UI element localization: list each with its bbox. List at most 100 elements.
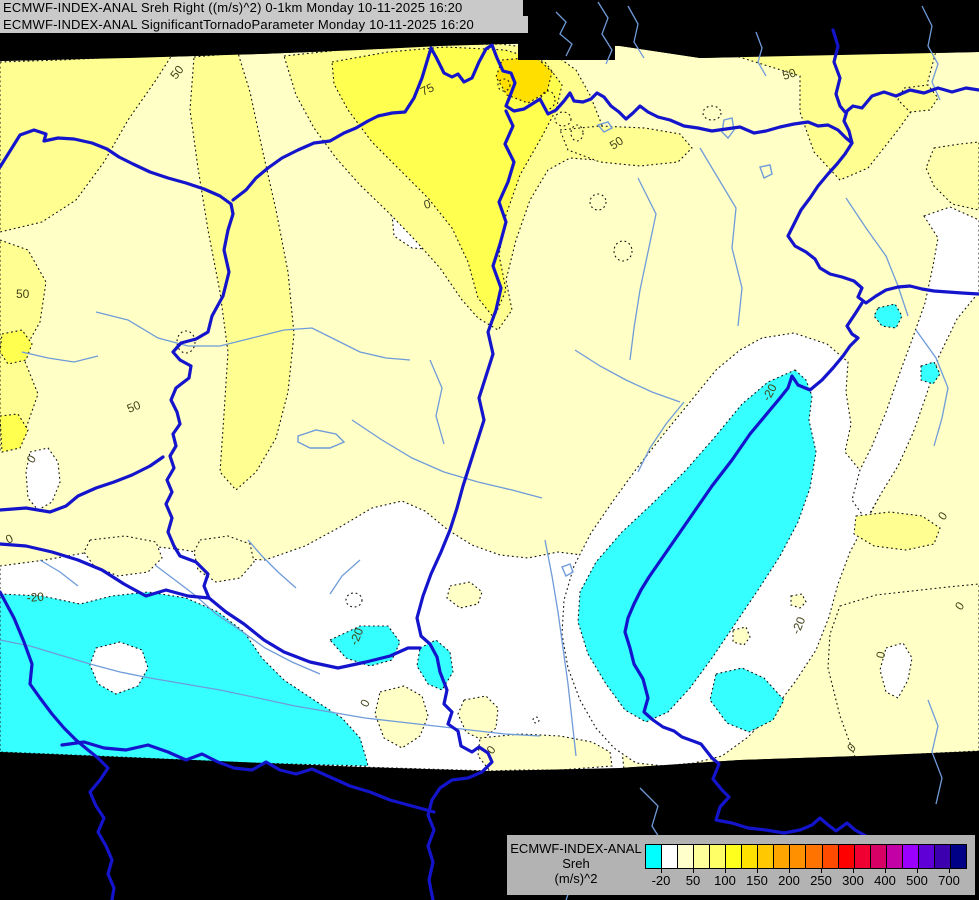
contour-region-pale-island-4: [374, 685, 429, 749]
contour-region-pale-dot-1: [732, 626, 751, 646]
contour-region-pale-island-2: [193, 535, 255, 583]
river-thin: [627, 5, 645, 59]
border-river-thick: [623, 301, 868, 838]
contour-region-white-hole-southeast: [879, 642, 913, 699]
legend-color-bar: [645, 844, 967, 869]
legend-color-cell: [854, 845, 870, 868]
border-river-thick: [60, 740, 436, 814]
river-thin: [639, 787, 663, 843]
legend-parameter: Sreh: [562, 856, 590, 871]
border-river-thick: [0, 128, 235, 600]
legend-color-cell: [726, 845, 742, 868]
contour-region-yellow50-blob-midright: [853, 511, 941, 551]
contour-region-pale-island-5: [457, 695, 499, 741]
contour-value-label: 75: [418, 80, 436, 99]
contour-region-cyan-sliver: [416, 639, 454, 691]
legend-tick: [661, 868, 662, 873]
contour-region-yellow75-west-spot-1: [0, 329, 33, 365]
legend-titles: ECMWF-INDEX-ANAL Sreh (m/s)^2: [507, 841, 645, 886]
lake-outline: [759, 164, 773, 179]
contour-value-label: -20: [26, 590, 45, 605]
river-thin: [755, 31, 767, 77]
river-thin: [915, 329, 949, 447]
border-river-thick: [207, 596, 422, 670]
contour-ring: [613, 240, 633, 262]
river-thin: [329, 559, 361, 595]
legend-tick-label: 500: [906, 873, 928, 888]
legend-color-cell: [902, 845, 918, 868]
legend-color-cell: [950, 845, 966, 868]
river-thin: [351, 419, 543, 499]
river-thin: [544, 539, 577, 757]
contour-ring: [345, 592, 363, 608]
legend-color-cell: [790, 845, 806, 868]
contour-region-cyan-southwest-lobe: [329, 625, 401, 667]
map-title-line1: ECMWF-INDEX-ANAL Sreh Right ((m/s)^2) 0-…: [0, 0, 523, 16]
legend-units: (m/s)^2: [554, 871, 598, 886]
river-thin: [247, 539, 297, 589]
contour-region-yellow50-northeast-blob: [559, 125, 693, 167]
legend-color-cell: [662, 845, 678, 868]
border-river-thick: [0, 590, 116, 900]
contour-region-white-hole-southwest: [89, 641, 149, 695]
legend-tick: [885, 868, 886, 873]
legend-box: ECMWF-INDEX-ANAL Sreh (m/s)^2 -20 50 100 15…: [507, 835, 975, 895]
legend-color-cell: [758, 845, 774, 868]
river-thin: [574, 349, 681, 403]
contour-region-cyan-spot-1: [873, 303, 903, 329]
legend-tick: [821, 868, 822, 873]
contour-value-label: 50: [781, 65, 798, 83]
legend-tick: [789, 868, 790, 873]
contour-ring: [497, 78, 511, 92]
lake-outline: [596, 121, 614, 133]
legend-tick-label: 250: [810, 873, 832, 888]
legend-tick-label: 700: [938, 873, 960, 888]
legend-color-cell: [710, 845, 726, 868]
river-thin: [921, 5, 941, 101]
border-river-thick: [786, 141, 979, 305]
river-thin: [637, 401, 685, 473]
contour-region-yellow50-central-band: [189, 52, 295, 491]
map-title-line2: ECMWF-INDEX-ANAL SignificantTornadoParam…: [0, 16, 528, 33]
contour-ring: [540, 90, 556, 110]
river-thin: [927, 699, 943, 805]
legend-color-cell: [694, 845, 710, 868]
legend-ticks: [645, 868, 965, 874]
legend-title: ECMWF-INDEX-ANAL: [510, 841, 642, 856]
legend-tick-label: 100: [714, 873, 736, 888]
border-river-thick: [831, 28, 847, 114]
legend-color-cell: [742, 845, 758, 868]
border-river-thick: [0, 455, 165, 514]
river-thin: [555, 11, 573, 57]
contour-value-label: -20: [347, 625, 367, 647]
river-thin: [154, 564, 321, 675]
border-river-thick: [231, 43, 979, 202]
legend-tick: [949, 868, 950, 873]
contour-value-label: 0: [873, 650, 888, 660]
legend-color-cell: [886, 845, 902, 868]
legend-color-cell: [806, 845, 822, 868]
contour-region-yellow50-topright-corner: [735, 50, 937, 181]
legend-color-cell: [870, 845, 886, 868]
legend-tick-label: 50: [685, 873, 701, 888]
border-river-thick: [0, 542, 211, 600]
river-thin: [429, 359, 445, 445]
legend-tick-label: -20: [651, 873, 671, 888]
legend-tick: [693, 868, 694, 873]
legend-tick: [917, 868, 918, 873]
contour-region-pale-dot-2: [790, 593, 807, 609]
contour-region-pale-island-1: [83, 535, 163, 577]
contour-value-label: 50: [16, 287, 30, 301]
contour-ring: [554, 111, 572, 127]
contour-ring: [176, 330, 196, 354]
contour-region-cyan-tail-southeast: [709, 667, 785, 733]
contour-region-yellow-sub-right-edge: [925, 141, 979, 211]
legend-color-cell: [646, 845, 662, 868]
legend-tick: [725, 868, 726, 873]
border-river-thick: [415, 109, 516, 900]
contour-region-white-oval-west: [25, 447, 61, 511]
legend-tick-labels: -20 50 100 150 200 250 300 400 500 700: [645, 873, 965, 889]
river-thin: [629, 177, 657, 361]
legend-color-cell: [918, 845, 934, 868]
